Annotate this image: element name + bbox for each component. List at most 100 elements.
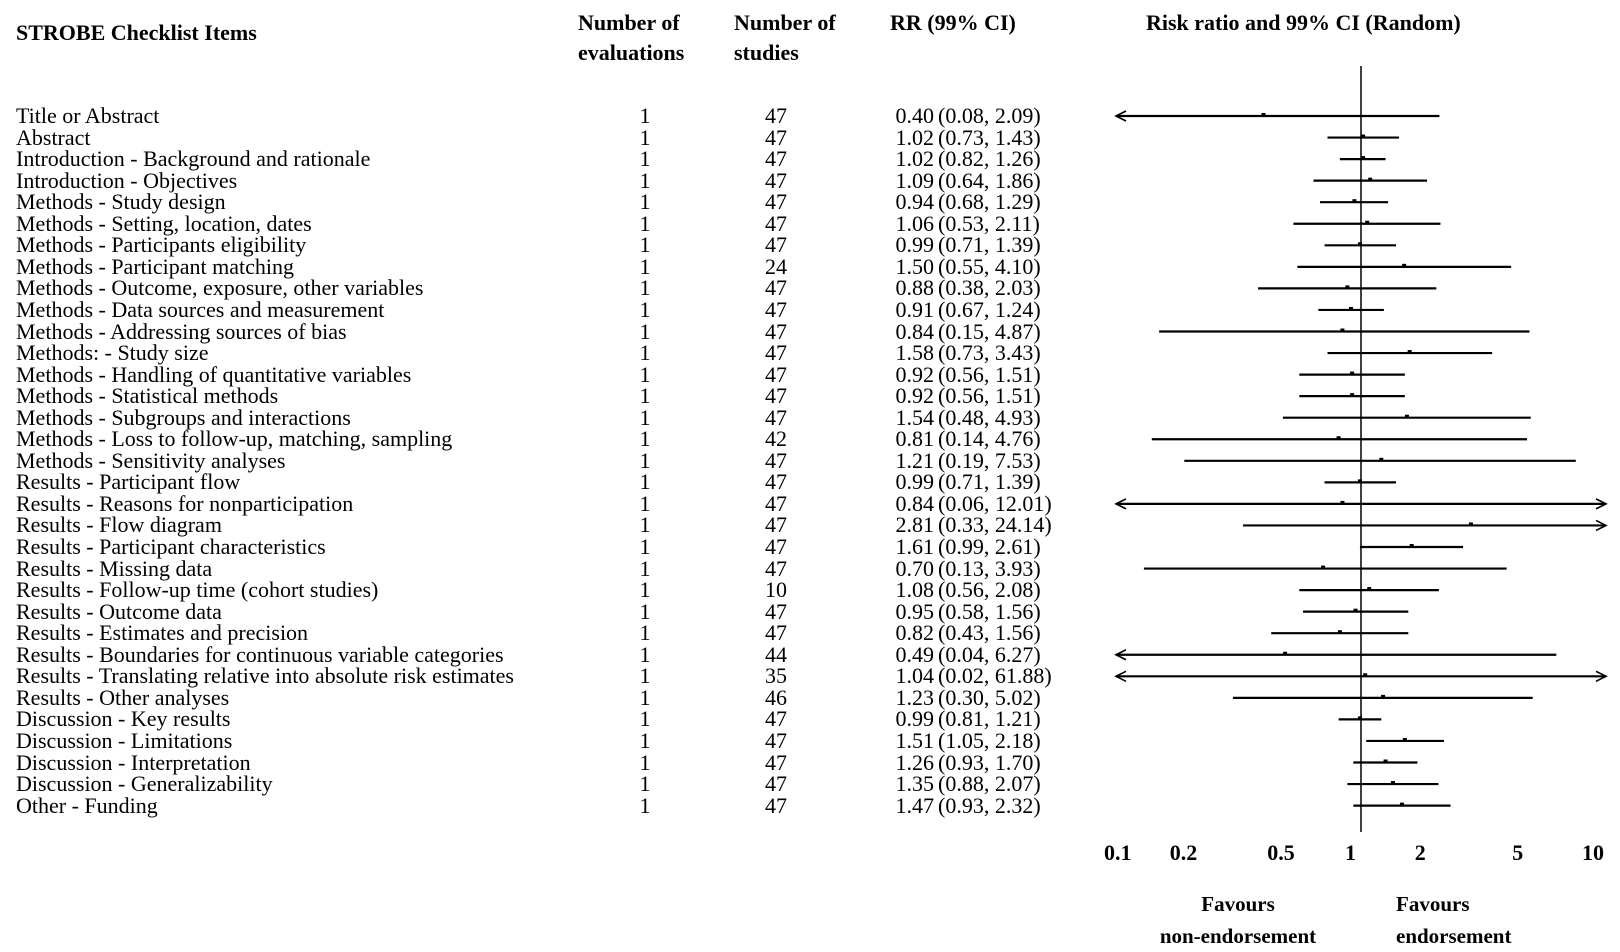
evaluations-count: 1 <box>639 684 651 710</box>
ci-value: (0.14, 4.76) <box>938 426 1041 452</box>
studies-header-line2: studies <box>734 40 799 65</box>
evaluations-count: 1 <box>639 555 651 581</box>
ci-left-arrow <box>1114 498 1127 510</box>
rr-value: 1.23 <box>895 684 935 710</box>
studies-count: 47 <box>765 534 787 559</box>
studies-count: 35 <box>765 663 787 689</box>
rr-column-header: RR (99% CI) <box>890 10 1016 35</box>
ci-left-arrow <box>1114 110 1127 122</box>
point-estimate-marker <box>1381 694 1386 698</box>
evaluations-count: 1 <box>639 361 651 387</box>
checklist-item-label: Methods - Statistical methods <box>16 383 279 409</box>
x-tick-label: 0.2 <box>1169 840 1198 865</box>
point-estimate-marker <box>1468 522 1473 526</box>
rr-value: 1.61 <box>895 534 935 559</box>
point-estimate-marker <box>1402 263 1407 267</box>
ci-value: (0.58, 1.56) <box>938 598 1041 624</box>
ci-value: (0.56, 1.51) <box>938 383 1041 409</box>
ci-value: (0.04, 6.27) <box>938 641 1041 667</box>
evaluations-count: 1 <box>639 146 651 172</box>
studies-count: 47 <box>765 189 787 215</box>
x-tick-label: 2 <box>1414 840 1426 865</box>
rr-value: 0.84 <box>895 490 935 516</box>
point-estimate-marker <box>1337 630 1342 634</box>
point-estimate-marker <box>1340 328 1345 332</box>
favours-right-line2: endorsement <box>1396 924 1512 948</box>
studies-count: 47 <box>765 749 787 775</box>
point-estimate-marker <box>1350 393 1355 397</box>
ci-left-arrow <box>1114 670 1127 683</box>
rr-value: 1.51 <box>895 727 935 753</box>
ci-value: (0.02, 61.88) <box>938 663 1052 689</box>
studies-column-header: Number of studies <box>734 8 864 68</box>
rr-value: 0.82 <box>895 620 935 646</box>
checklist-item-label: Methods - Study design <box>16 189 226 215</box>
evaluations-count: 1 <box>639 189 651 215</box>
studies-count: 47 <box>765 167 787 193</box>
items-column-header: STROBE Checklist Items <box>16 20 257 45</box>
point-estimate-marker <box>1353 608 1358 612</box>
studies-count: 47 <box>765 512 787 538</box>
studies-count: 47 <box>765 555 787 581</box>
checklist-item-label: Methods - Addressing sources of bias <box>16 318 347 344</box>
studies-count: 10 <box>765 577 787 603</box>
evaluations-count: 1 <box>639 253 651 279</box>
rr-value: 0.99 <box>895 232 935 258</box>
studies-count: 47 <box>765 490 787 516</box>
ci-right-arrow <box>1595 498 1608 510</box>
checklist-item-label: Abstract <box>16 124 91 150</box>
studies-count: 47 <box>765 598 787 624</box>
favours-right-line1: Favours <box>1396 892 1470 916</box>
evaluations-count: 1 <box>639 232 651 258</box>
rr-value: 0.95 <box>895 598 935 624</box>
checklist-item-label: Other - Funding <box>16 792 158 818</box>
point-estimate-marker <box>1390 781 1395 785</box>
studies-count: 47 <box>765 361 787 387</box>
checklist-item-label: Title or Abstract <box>16 103 160 128</box>
studies-count: 47 <box>765 620 787 646</box>
checklist-item-label: Results - Participant flow <box>16 469 241 495</box>
evaluations-header-line2: evaluations <box>578 40 685 65</box>
checklist-item-label: Results - Estimates and precision <box>16 620 309 646</box>
checklist-item-label: Introduction - Objectives <box>16 167 238 193</box>
evaluations-count: 1 <box>639 490 651 516</box>
x-tick-label: 1 <box>1345 840 1356 865</box>
studies-count: 47 <box>765 124 787 150</box>
checklist-item-label: Methods - Subgroups and interactions <box>16 404 351 430</box>
rr-value: 1.02 <box>895 146 935 172</box>
checklist-item-label: Results - Reasons for nonparticipation <box>16 490 354 516</box>
studies-count: 47 <box>765 103 787 128</box>
point-estimate-marker <box>1363 673 1368 677</box>
checklist-item-label: Methods - Outcome, exposure, other varia… <box>16 275 424 301</box>
rr-value: 0.99 <box>895 706 935 732</box>
checklist-item-label: Results - Outcome data <box>16 598 222 624</box>
studies-count: 47 <box>765 771 787 797</box>
evaluations-count: 1 <box>639 577 651 603</box>
studies-count: 47 <box>765 469 787 495</box>
rr-value: 0.40 <box>895 103 935 128</box>
point-estimate-marker <box>1357 479 1362 483</box>
rr-value: 1.35 <box>895 771 935 797</box>
ci-value: (0.68, 1.29) <box>938 189 1041 215</box>
studies-count: 47 <box>765 318 787 344</box>
checklist-item-label: Methods - Sensitivity analyses <box>16 447 286 473</box>
studies-count: 47 <box>765 792 787 818</box>
checklist-item-label: Methods - Loss to follow-up, matching, s… <box>16 426 453 452</box>
checklist-item-label: Discussion - Limitations <box>16 727 233 753</box>
rr-value: 1.58 <box>895 340 935 366</box>
ci-value: (0.99, 2.61) <box>938 534 1041 559</box>
studies-header-line1: Number of <box>734 10 836 35</box>
point-estimate-marker <box>1379 457 1384 461</box>
point-estimate-marker <box>1261 113 1266 116</box>
checklist-item-label: Results - Boundaries for continuous vari… <box>16 641 504 667</box>
evaluations-count: 1 <box>639 404 651 430</box>
ci-value: (0.81, 1.21) <box>938 706 1041 732</box>
x-tick-label: 5 <box>1512 840 1524 865</box>
point-estimate-marker <box>1321 565 1326 569</box>
rr-value: 2.81 <box>895 512 935 538</box>
evaluations-count: 1 <box>639 318 651 344</box>
rr-value: 0.84 <box>895 318 935 344</box>
point-estimate-marker <box>1357 716 1362 720</box>
evaluations-count: 1 <box>639 749 651 775</box>
